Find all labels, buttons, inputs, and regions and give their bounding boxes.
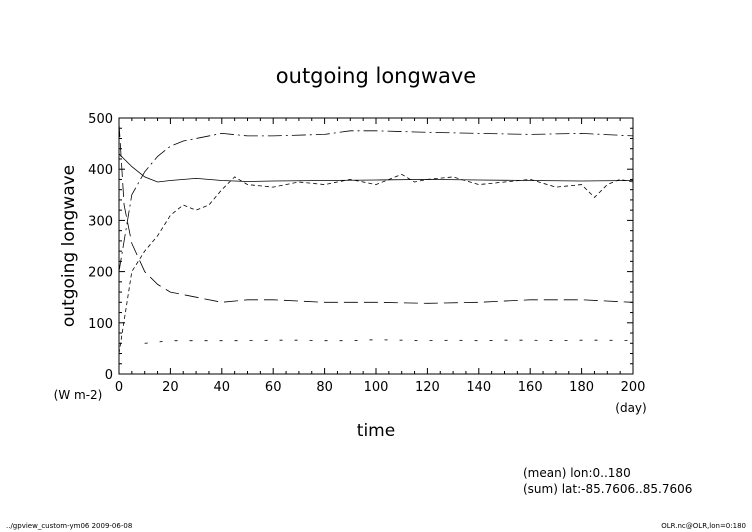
y-axis: 0 100 200 300 400 500	[88, 112, 633, 383]
series-line-1	[118, 153, 634, 183]
footer-left: ../gpview_custom-ym06 2009-06-08	[6, 522, 132, 530]
x-tick-label: 160	[518, 380, 543, 395]
x-tick-label: 0	[115, 380, 123, 395]
y-tick-label: 100	[88, 317, 113, 332]
series-line-2	[118, 130, 634, 272]
x-tick-label: 180	[569, 380, 594, 395]
y-unit-label: (W m-2)	[54, 388, 103, 402]
x-tick-label: 40	[214, 380, 231, 395]
y-tick-label: 200	[88, 266, 113, 281]
series-line-4	[118, 173, 634, 354]
x-tick-label: 80	[316, 380, 333, 395]
plot-frame	[118, 117, 634, 375]
x-axis: 0 20 40 60 80 100 120 140 160 180 200	[115, 118, 646, 395]
x-tick-label: 200	[621, 380, 646, 395]
series-line-5	[144, 339, 634, 344]
x-axis-label: time	[357, 421, 395, 441]
series-group	[118, 123, 634, 354]
y-tick-label: 500	[88, 112, 113, 127]
y-tick-label: 400	[88, 163, 113, 178]
y-tick-label: 300	[88, 214, 113, 229]
x-tick-label: 100	[364, 380, 389, 395]
footer-right: OLR.nc@OLR,lon=0:180	[661, 522, 746, 530]
y-axis-label: outgoing longwave	[59, 165, 79, 327]
note-mean: (mean) lon:0..180	[523, 466, 631, 480]
x-tick-label: 120	[415, 380, 440, 395]
x-tick-label: 20	[162, 380, 179, 395]
chart-title: outgoing longwave	[276, 64, 476, 88]
x-unit-label: (day)	[615, 401, 646, 415]
series-line-3	[118, 123, 634, 304]
x-tick-label: 140	[466, 380, 491, 395]
x-tick-label: 60	[265, 380, 282, 395]
y-tick-label: 0	[105, 368, 113, 383]
note-sum: (sum) lat:-85.7606..85.7606	[523, 482, 692, 496]
